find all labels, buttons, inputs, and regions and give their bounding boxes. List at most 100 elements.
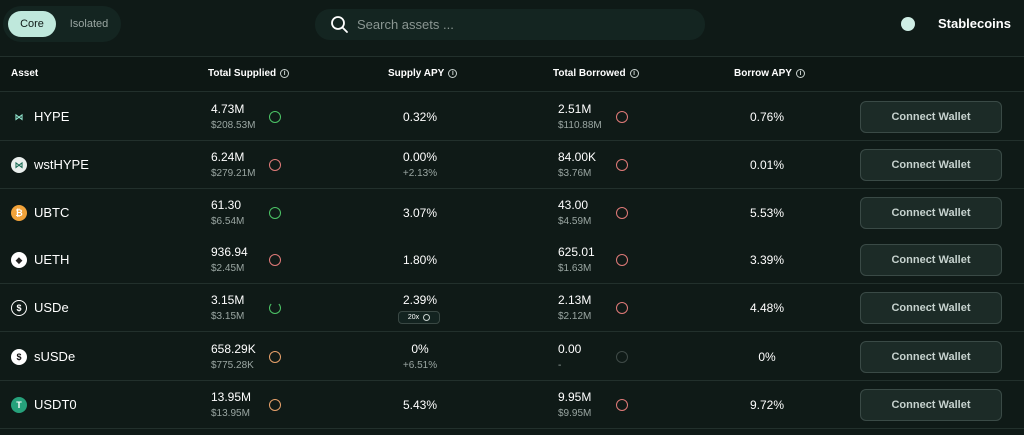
supply-apy: 0.32% [402,110,438,124]
supplied-usd: $2.45M [211,263,245,274]
search-input[interactable] [357,9,687,40]
market-tabs: Core Isolated [3,6,121,42]
table-row[interactable]: $ sUSDe 658.29K $775.28K 0% +6.51% 0.00 … [0,333,1024,381]
supplied-amount: 4.73M [211,102,245,116]
asset-name: UETH [34,252,70,267]
header-borrow-apy[interactable]: Borrow APY i [734,68,805,79]
supplied-usd: $279.21M [211,168,256,179]
connect-wallet-button[interactable]: Connect Wallet [860,197,1002,229]
borrowed-amount: 9.95M [558,390,592,404]
borrow-cap-indicator [616,302,628,314]
borrowed-usd: $9.95M [558,408,592,419]
header-supply-apy[interactable]: Supply APY i [388,68,458,79]
connect-wallet-button[interactable]: Connect Wallet [860,292,1002,324]
borrow-apy: 3.39% [749,253,785,267]
supply-cap-indicator [269,302,281,314]
header-asset[interactable]: Asset [11,68,39,79]
table-header: Asset Total Supplied i Supply APY i Total … [0,56,1024,92]
info-icon[interactable]: i [795,69,805,78]
table-row[interactable]: $ USDe 3.15M $3.15M 2.39% 20x 2.13M $2.1… [0,284,1024,332]
borrow-cap-indicator [616,351,628,363]
stablecoins-label: Stablecoins [938,16,1011,31]
stablecoins-toggle[interactable] [901,17,915,31]
table-row[interactable]: ◆ UETH 936.94 $2.45M 1.80% 625.01 $1.63M… [0,236,1024,284]
bitcoin-icon: ₿ [11,205,27,221]
asset-name: wstHYPE [34,157,89,172]
supply-apy-bonus: +2.13% [402,168,438,179]
supplied-amount: 13.95M [211,390,252,404]
usde-icon: $ [11,300,27,316]
info-icon[interactable]: i [448,69,458,78]
supplied-amount: 658.29K [211,342,256,356]
supplied-amount: 6.24M [211,150,245,164]
connect-wallet-button[interactable]: Connect Wallet [860,341,1002,373]
borrowed-amount: 2.51M [558,102,592,116]
borrowed-amount: 43.00 [558,198,589,212]
susde-icon: $ [11,349,27,365]
borrowed-amount: 2.13M [558,293,592,307]
tether-icon: T [11,397,27,413]
leverage-badge[interactable]: 20x [398,311,440,324]
borrowed-usd: $110.88M [558,120,602,131]
info-icon[interactable]: i [280,69,290,78]
borrowed-usd: $4.59M [558,216,592,227]
supply-cap-indicator [269,351,281,363]
supply-apy: 1.80% [402,253,438,267]
borrow-cap-indicator [616,159,628,171]
connect-wallet-button[interactable]: Connect Wallet [860,101,1002,133]
borrowed-amount: 84.00K [558,150,597,164]
supplied-usd: $6.54M [211,216,245,227]
supply-apy: 2.39% [402,293,438,307]
borrow-apy: 0.01% [749,158,785,172]
borrowed-amount: 0.00 [558,342,582,356]
table-row[interactable]: ₿ UBTC 61.30 $6.54M 3.07% 43.00 $4.59M 5… [0,189,1024,237]
borrow-apy: 9.72% [749,398,785,412]
wsthype-icon: ⋈ [11,157,27,173]
borrowed-amount: 625.01 [558,245,595,259]
borrowed-usd: - [558,360,562,371]
coin-icon [423,314,431,321]
supply-cap-indicator [269,254,281,266]
supplied-usd: $13.95M [211,408,250,419]
top-bar: Core Isolated Stablecoins [0,0,1024,54]
borrow-cap-indicator [616,399,628,411]
borrowed-usd: $2.12M [558,311,592,322]
table-row[interactable]: ⋈ wstHYPE 6.24M $279.21M 0.00% +2.13% 84… [0,141,1024,189]
header-total-supplied[interactable]: Total Supplied i [208,68,290,79]
asset-name: sUSDe [34,349,76,364]
table-row[interactable]: T USDT0 13.95M $13.95M 5.43% 9.95M $9.95… [0,381,1024,429]
borrow-apy: 0.76% [749,110,785,124]
supply-apy: 5.43% [402,398,438,412]
badge-label: 20x [407,314,420,321]
borrow-cap-indicator [616,111,628,123]
tab-core[interactable]: Core [8,11,56,37]
info-icon[interactable]: i [629,69,639,78]
borrow-apy: 5.53% [749,206,785,220]
borrowed-usd: $3.76M [558,168,592,179]
supplied-amount: 936.94 [211,245,248,259]
asset-name: HYPE [34,109,70,124]
supply-cap-indicator [269,111,281,123]
borrow-cap-indicator [616,254,628,266]
tab-isolated[interactable]: Isolated [69,18,109,30]
supply-cap-indicator [269,207,281,219]
supplied-usd: $208.53M [211,120,256,131]
search-icon [331,16,348,33]
header-total-borrowed[interactable]: Total Borrowed i [553,68,639,79]
table-row[interactable]: ⋈ HYPE 4.73M $208.53M 0.32% 2.51M $110.8… [0,93,1024,141]
supplied-usd: $775.28K [211,360,254,371]
supply-apy-bonus: +6.51% [402,360,438,371]
ethereum-icon: ◆ [11,252,27,268]
borrowed-usd: $1.63M [558,263,592,274]
hype-icon: ⋈ [11,109,27,125]
borrow-apy: 0% [758,350,776,364]
connect-wallet-button[interactable]: Connect Wallet [860,244,1002,276]
supplied-usd: $3.15M [211,311,245,322]
connect-wallet-button[interactable]: Connect Wallet [860,149,1002,181]
supplied-amount: 61.30 [211,198,242,212]
borrow-apy: 4.48% [749,301,785,315]
supply-apy: 0.00% [402,150,438,164]
supply-apy: 3.07% [402,206,438,220]
asset-name: UBTC [34,205,70,220]
connect-wallet-button[interactable]: Connect Wallet [860,389,1002,421]
